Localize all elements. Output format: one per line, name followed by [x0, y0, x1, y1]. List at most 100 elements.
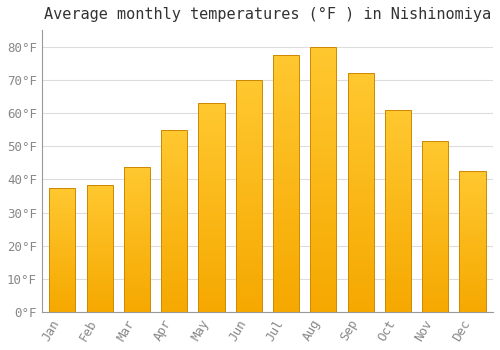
- Bar: [385, 150, 411, 154]
- Bar: [348, 202, 374, 207]
- Bar: [50, 235, 76, 238]
- Bar: [460, 216, 485, 219]
- Bar: [422, 186, 448, 189]
- Bar: [273, 91, 299, 96]
- Bar: [422, 247, 448, 251]
- Bar: [422, 278, 448, 281]
- Bar: [273, 297, 299, 302]
- Bar: [385, 211, 411, 215]
- Bar: [161, 239, 187, 243]
- Bar: [86, 292, 113, 294]
- Bar: [198, 178, 224, 182]
- Bar: [198, 145, 224, 149]
- Bar: [236, 163, 262, 168]
- Bar: [348, 131, 374, 135]
- Bar: [385, 134, 411, 138]
- Bar: [50, 243, 76, 245]
- Bar: [86, 228, 113, 231]
- Bar: [161, 254, 187, 258]
- Bar: [236, 294, 262, 298]
- Bar: [310, 163, 336, 169]
- Bar: [161, 162, 187, 166]
- Bar: [460, 253, 485, 256]
- Bar: [50, 272, 76, 275]
- Bar: [310, 94, 336, 100]
- Bar: [161, 309, 187, 312]
- Bar: [348, 245, 374, 250]
- Bar: [50, 240, 76, 243]
- Bar: [161, 155, 187, 159]
- Bar: [385, 110, 411, 312]
- Bar: [124, 208, 150, 211]
- Bar: [460, 171, 485, 312]
- Bar: [422, 264, 448, 268]
- Bar: [198, 140, 224, 145]
- Bar: [460, 259, 485, 261]
- Bar: [50, 270, 76, 272]
- Bar: [161, 276, 187, 279]
- Bar: [86, 185, 113, 188]
- Bar: [236, 173, 262, 177]
- Bar: [86, 287, 113, 289]
- Bar: [385, 195, 411, 199]
- Bar: [236, 196, 262, 201]
- Bar: [161, 283, 187, 287]
- Bar: [161, 246, 187, 250]
- Bar: [310, 206, 336, 211]
- Bar: [422, 305, 448, 309]
- Bar: [50, 250, 76, 252]
- Bar: [124, 182, 150, 184]
- Bar: [124, 278, 150, 280]
- Title: Average monthly temperatures (°F ) in Nishinomiya: Average monthly temperatures (°F ) in Ni…: [44, 7, 491, 22]
- Bar: [385, 203, 411, 207]
- Bar: [198, 119, 224, 124]
- Bar: [124, 214, 150, 216]
- Bar: [310, 291, 336, 296]
- Bar: [422, 223, 448, 227]
- Bar: [273, 142, 299, 148]
- Bar: [236, 126, 262, 131]
- Bar: [385, 191, 411, 195]
- Bar: [161, 206, 187, 210]
- Bar: [460, 205, 485, 208]
- Bar: [161, 152, 187, 155]
- Bar: [50, 245, 76, 247]
- Bar: [310, 73, 336, 78]
- Bar: [124, 202, 150, 205]
- Bar: [161, 184, 187, 188]
- Bar: [161, 130, 187, 312]
- Bar: [348, 135, 374, 140]
- Bar: [460, 245, 485, 247]
- Bar: [236, 108, 262, 112]
- Bar: [273, 189, 299, 194]
- Bar: [161, 188, 187, 192]
- Bar: [161, 258, 187, 261]
- Bar: [161, 265, 187, 268]
- Bar: [460, 185, 485, 188]
- Bar: [310, 105, 336, 110]
- Bar: [273, 204, 299, 209]
- Bar: [161, 192, 187, 195]
- Bar: [348, 78, 374, 83]
- Bar: [86, 261, 113, 264]
- Bar: [161, 159, 187, 162]
- Bar: [86, 193, 113, 195]
- Bar: [124, 269, 150, 272]
- Bar: [385, 114, 411, 118]
- Bar: [348, 88, 374, 92]
- Bar: [422, 203, 448, 206]
- Bar: [86, 248, 113, 251]
- Bar: [422, 145, 448, 148]
- Bar: [385, 183, 411, 187]
- Bar: [50, 223, 76, 225]
- Bar: [422, 172, 448, 175]
- Bar: [236, 80, 262, 84]
- Bar: [273, 287, 299, 292]
- Bar: [385, 126, 411, 130]
- Bar: [198, 128, 224, 132]
- Bar: [124, 228, 150, 231]
- Bar: [198, 136, 224, 140]
- Bar: [124, 179, 150, 182]
- Bar: [460, 233, 485, 236]
- Bar: [422, 206, 448, 210]
